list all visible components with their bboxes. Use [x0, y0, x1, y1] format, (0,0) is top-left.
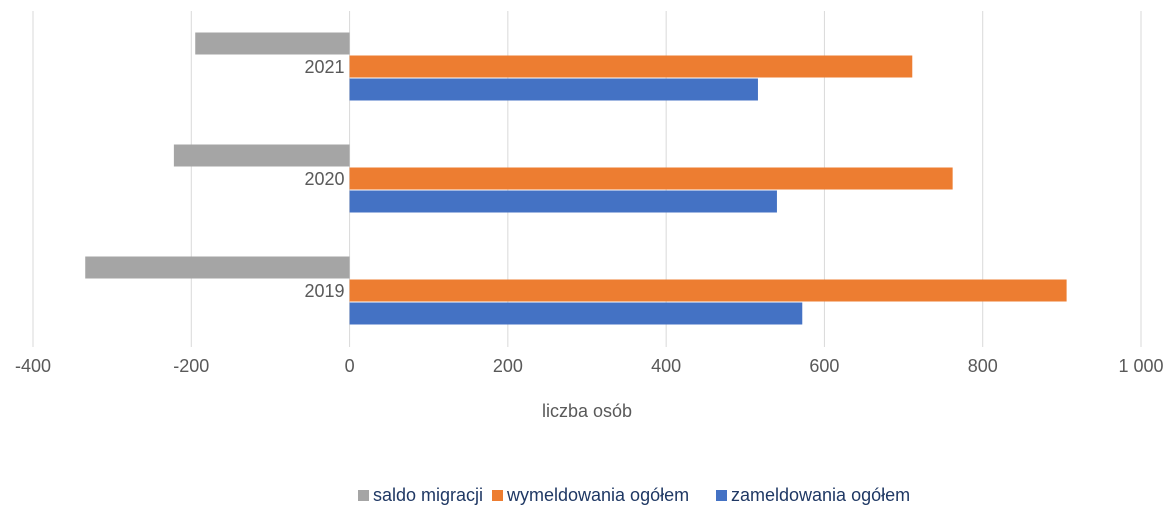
bar: [173, 144, 350, 167]
legend-label: wymeldowania ogółem: [506, 485, 689, 505]
x-tick-label: 800: [968, 356, 998, 376]
legend-swatch: [492, 490, 503, 501]
bar: [349, 302, 803, 325]
x-tick-label: 600: [809, 356, 839, 376]
legend-label: saldo migracji: [373, 485, 483, 505]
legend-label: zameldowania ogółem: [731, 485, 910, 505]
x-axis-title: liczba osób: [542, 401, 632, 421]
bar: [85, 256, 350, 279]
legend-swatch: [716, 490, 727, 501]
bar: [349, 78, 758, 101]
y-tick-label: 2020: [305, 169, 345, 189]
x-tick-label: 0: [345, 356, 355, 376]
bar: [349, 190, 777, 213]
bar: [349, 55, 913, 78]
x-tick-label: 400: [651, 356, 681, 376]
x-tick-label: -400: [15, 356, 51, 376]
y-tick-label: 2021: [305, 57, 345, 77]
x-tick-label: 200: [493, 356, 523, 376]
y-tick-label: 2019: [305, 281, 345, 301]
bar: [195, 32, 350, 55]
bar: [349, 279, 1067, 302]
x-tick-label: 1 000: [1118, 356, 1163, 376]
x-tick-label: -200: [173, 356, 209, 376]
legend-swatch: [358, 490, 369, 501]
bar: [349, 167, 953, 190]
